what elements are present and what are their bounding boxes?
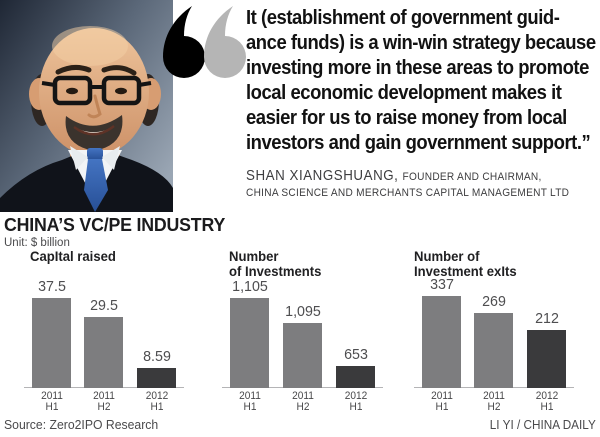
chart-number-of-investment-exits: Number of Investment exIts 337 2011 H1 269… (414, 249, 574, 425)
portrait-photo (0, 0, 173, 212)
chart-capital-raised: CapItal raised 37.5 2011 H1 29.5 2011 H2 8.5… (24, 249, 184, 425)
chart-title: Number of Investments (229, 249, 322, 279)
portrait-illustration (0, 0, 173, 212)
bar-value-label: 269 (481, 293, 506, 310)
attribution-line1: SHAN XIANGSHUANG, FOUNDER AND CHAIRMAN, (246, 167, 596, 185)
chart-plot-area: 1,105 2011 H1 1,095 2011 H2 653 2012 H1 (222, 278, 383, 412)
chart-plot-area: 37.5 2011 H1 29.5 2011 H2 8.59 2012 H1 (24, 278, 184, 412)
x-tick-label: 2012 H1 (344, 390, 367, 413)
unit-label: Unit: $ billion (4, 237, 70, 249)
x-tick-label: 2011 H2 (291, 390, 314, 413)
bar (336, 366, 375, 388)
bar (32, 298, 71, 388)
bar (283, 323, 322, 388)
bar-value-label: 653 (343, 346, 368, 363)
bar-value-label: 1,105 (231, 278, 268, 295)
quote-icon (161, 6, 251, 84)
x-tick-label: 2011 H2 (92, 390, 115, 413)
bar (230, 298, 269, 388)
x-tick-label: 2011 H1 (40, 390, 63, 413)
source-credit: Source: Zero2IPO Research (4, 417, 159, 432)
speaker-organization: CHINA SCIENCE AND MERCHANTS CAPITAL MANA… (246, 187, 570, 199)
chart-number-of-investments: Number of Investments 1,105 2011 H1 1,095 2… (222, 249, 383, 425)
bar-value-label: 212 (534, 310, 559, 327)
bar-value-label: 29.5 (89, 297, 118, 314)
bar-value-label: 37.5 (37, 278, 66, 295)
bar (422, 296, 461, 388)
quote-attribution: SHAN XIANGSHUANG, FOUNDER AND CHAIRMAN, … (246, 167, 596, 199)
quote-text: It (establishment of government guid- an… (246, 6, 596, 154)
bar (137, 368, 176, 388)
x-tick-label: 2011 H1 (430, 390, 453, 413)
speaker-name: SHAN XIANGSHUANG, (246, 168, 399, 184)
bar (84, 317, 123, 388)
x-tick-label: 2011 H2 (482, 390, 505, 413)
bar-value-label: 8.59 (142, 348, 171, 365)
speaker-role: FOUNDER AND CHAIRMAN, (402, 171, 542, 183)
bar (527, 330, 566, 388)
bar-value-label: 337 (429, 276, 454, 293)
bar-value-label: 1,095 (284, 303, 321, 320)
bar (474, 313, 513, 388)
chart-plot-area: 337 2011 H1 269 2011 H2 212 2012 H1 (414, 276, 574, 412)
chart-title: Number of Investment exIts (414, 249, 517, 279)
x-tick-label: 2012 H1 (535, 390, 558, 413)
artist-credit: LI YI / CHINA DAILY (489, 418, 596, 432)
section-title: CHINA’S VC/PE INDUSTRY (4, 214, 226, 235)
quote-comma-black (163, 6, 205, 78)
chart-title: CapItal raised (30, 249, 116, 264)
x-tick-label: 2011 H1 (238, 390, 261, 413)
x-tick-label: 2012 H1 (145, 390, 168, 413)
quote-comma-gray (204, 6, 246, 78)
